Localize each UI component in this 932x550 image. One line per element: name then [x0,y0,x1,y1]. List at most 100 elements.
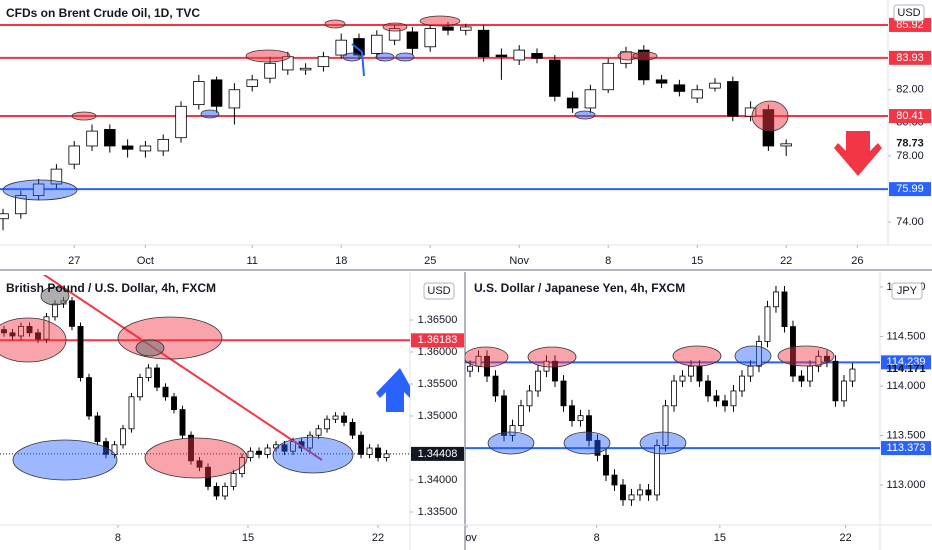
oval [2,179,78,201]
candle-body [68,145,80,165]
x-tick-label: 22 [840,532,852,544]
candle-body [611,474,618,486]
candle-body [94,415,101,443]
oval [342,52,362,62]
oval [632,51,658,61]
candle-body [679,375,686,382]
candle-body [696,365,703,382]
candle-body [654,444,660,496]
oval [40,286,70,306]
y-tick-label: 1.35500 [418,378,458,390]
candle-body [35,332,41,340]
candle-body [299,67,312,71]
oval [777,345,835,367]
oval [574,110,596,120]
x-tick-label: Oct [137,255,154,267]
candle-body [492,375,499,397]
candle-body [662,405,669,446]
candle-body [638,49,650,81]
candle-body [832,360,839,402]
currency-label: JPY [897,285,918,297]
x-tick-label: 8 [594,532,600,544]
y-tick-label: 113.500 [887,429,926,441]
currency-badge [423,282,455,300]
candle-body [637,489,643,496]
candle-body [747,365,754,377]
candle-body [442,26,454,31]
price-label: 78.73 [896,138,924,150]
candle-body [773,291,779,308]
candle-body [52,303,58,318]
candle-body [239,457,245,475]
candle-body [335,39,347,56]
price-label: 75.99 [896,183,924,195]
candle-body [566,97,579,109]
oval [375,52,395,62]
candle-body [655,79,668,84]
candle-body [15,195,27,215]
candle-body [1,329,7,334]
y-tick-label: 1.35000 [418,410,458,422]
candle-body [139,145,152,152]
candle-body [526,390,533,407]
x-tick-label: 11 [247,255,258,267]
candle-body [230,473,237,487]
price-label: 80.41 [896,110,924,122]
candle-body [577,415,584,422]
candle-body [341,415,347,423]
x-tick-label: 27 [68,255,80,267]
candle-body [460,26,472,31]
candle-body [586,415,592,441]
price-label-box [411,333,464,348]
x-tick-label: Nov [509,255,529,267]
candle-body [501,395,507,436]
candle-body [722,400,728,407]
price-label-box [411,446,464,461]
candle-body [264,447,271,455]
price-label: 114.171 [886,363,925,375]
oval [487,431,535,455]
candle-body [705,380,711,397]
oval [135,339,165,357]
candle-body [154,367,160,388]
candle-body [32,183,45,196]
chart-title: CFDs on Brent Crude Oil, 1D, TVC [6,6,200,20]
candle-body [513,49,525,61]
currency-label: USD [897,7,920,19]
candle-body [584,89,597,109]
oval [734,345,772,367]
candle-body [324,418,330,430]
oval [12,439,118,481]
price-label-box [889,182,931,197]
price-label-box [889,109,931,124]
candle-body [688,365,694,377]
x-tick-label: 25 [424,255,436,267]
candle-body [317,56,330,68]
y-tick-label: 114.000 [887,380,926,392]
plot-area [0,21,888,231]
candle-body [518,405,524,426]
x-tick-label: 18 [335,255,347,267]
candle-body [815,355,822,367]
candle-body [424,28,436,48]
candle-body [531,52,543,59]
candle-body [111,444,118,455]
candle-body [366,447,373,455]
candle-body [824,355,830,362]
candle-body [780,143,792,147]
candle-body [730,390,737,407]
chart-title: British Pound / U.S. Dollar, 4h, FXCM [6,281,216,295]
oval [751,100,789,132]
candle-body [756,341,762,367]
x-tick-label: 26 [851,255,863,267]
candle-body [0,213,9,220]
y-tick-label: 1.33500 [418,506,458,518]
currency-badge [891,282,923,300]
candle-body [247,450,254,459]
candle-body [162,386,169,398]
candle-body [628,494,635,501]
candle-body [332,415,339,420]
candle-body [77,325,84,378]
oval [419,15,461,27]
y-tick-label: 1.36000 [418,346,458,358]
